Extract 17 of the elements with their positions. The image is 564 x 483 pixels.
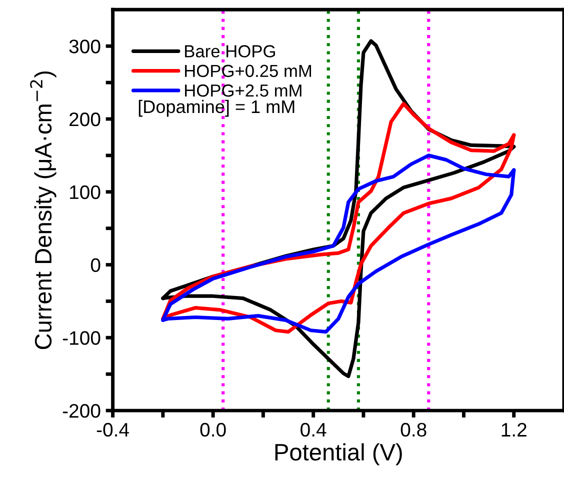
annotation: [Dopamine] = 1 mM (138, 100, 294, 117)
y-tick-label: 100 (70, 185, 100, 200)
x-tick-label: 1.2 (502, 422, 526, 436)
x-tick-label: 0.8 (400, 422, 426, 437)
y-tick-label: 200 (70, 112, 100, 126)
y-tick-label: -100 (62, 331, 100, 345)
x-tick-label: 0.4 (300, 422, 326, 437)
y-tick-label: 300 (69, 40, 100, 54)
legend-label: Bare HOPG (185, 45, 275, 58)
y-axis-title: Current Density (μA·cm$^{−2}$) (30, 71, 56, 350)
legend-label: HOPG+0.25 mM (185, 64, 312, 78)
x-tick-label: -0.4 (96, 422, 129, 437)
y-tick-label: 0 (90, 258, 100, 272)
y-tick-label: -200 (62, 404, 100, 418)
legend-label: HOPG+2.5 mM (185, 84, 302, 97)
x-axis-title: Potential (V) (275, 443, 402, 466)
x-tick-label: 0.0 (200, 422, 226, 437)
